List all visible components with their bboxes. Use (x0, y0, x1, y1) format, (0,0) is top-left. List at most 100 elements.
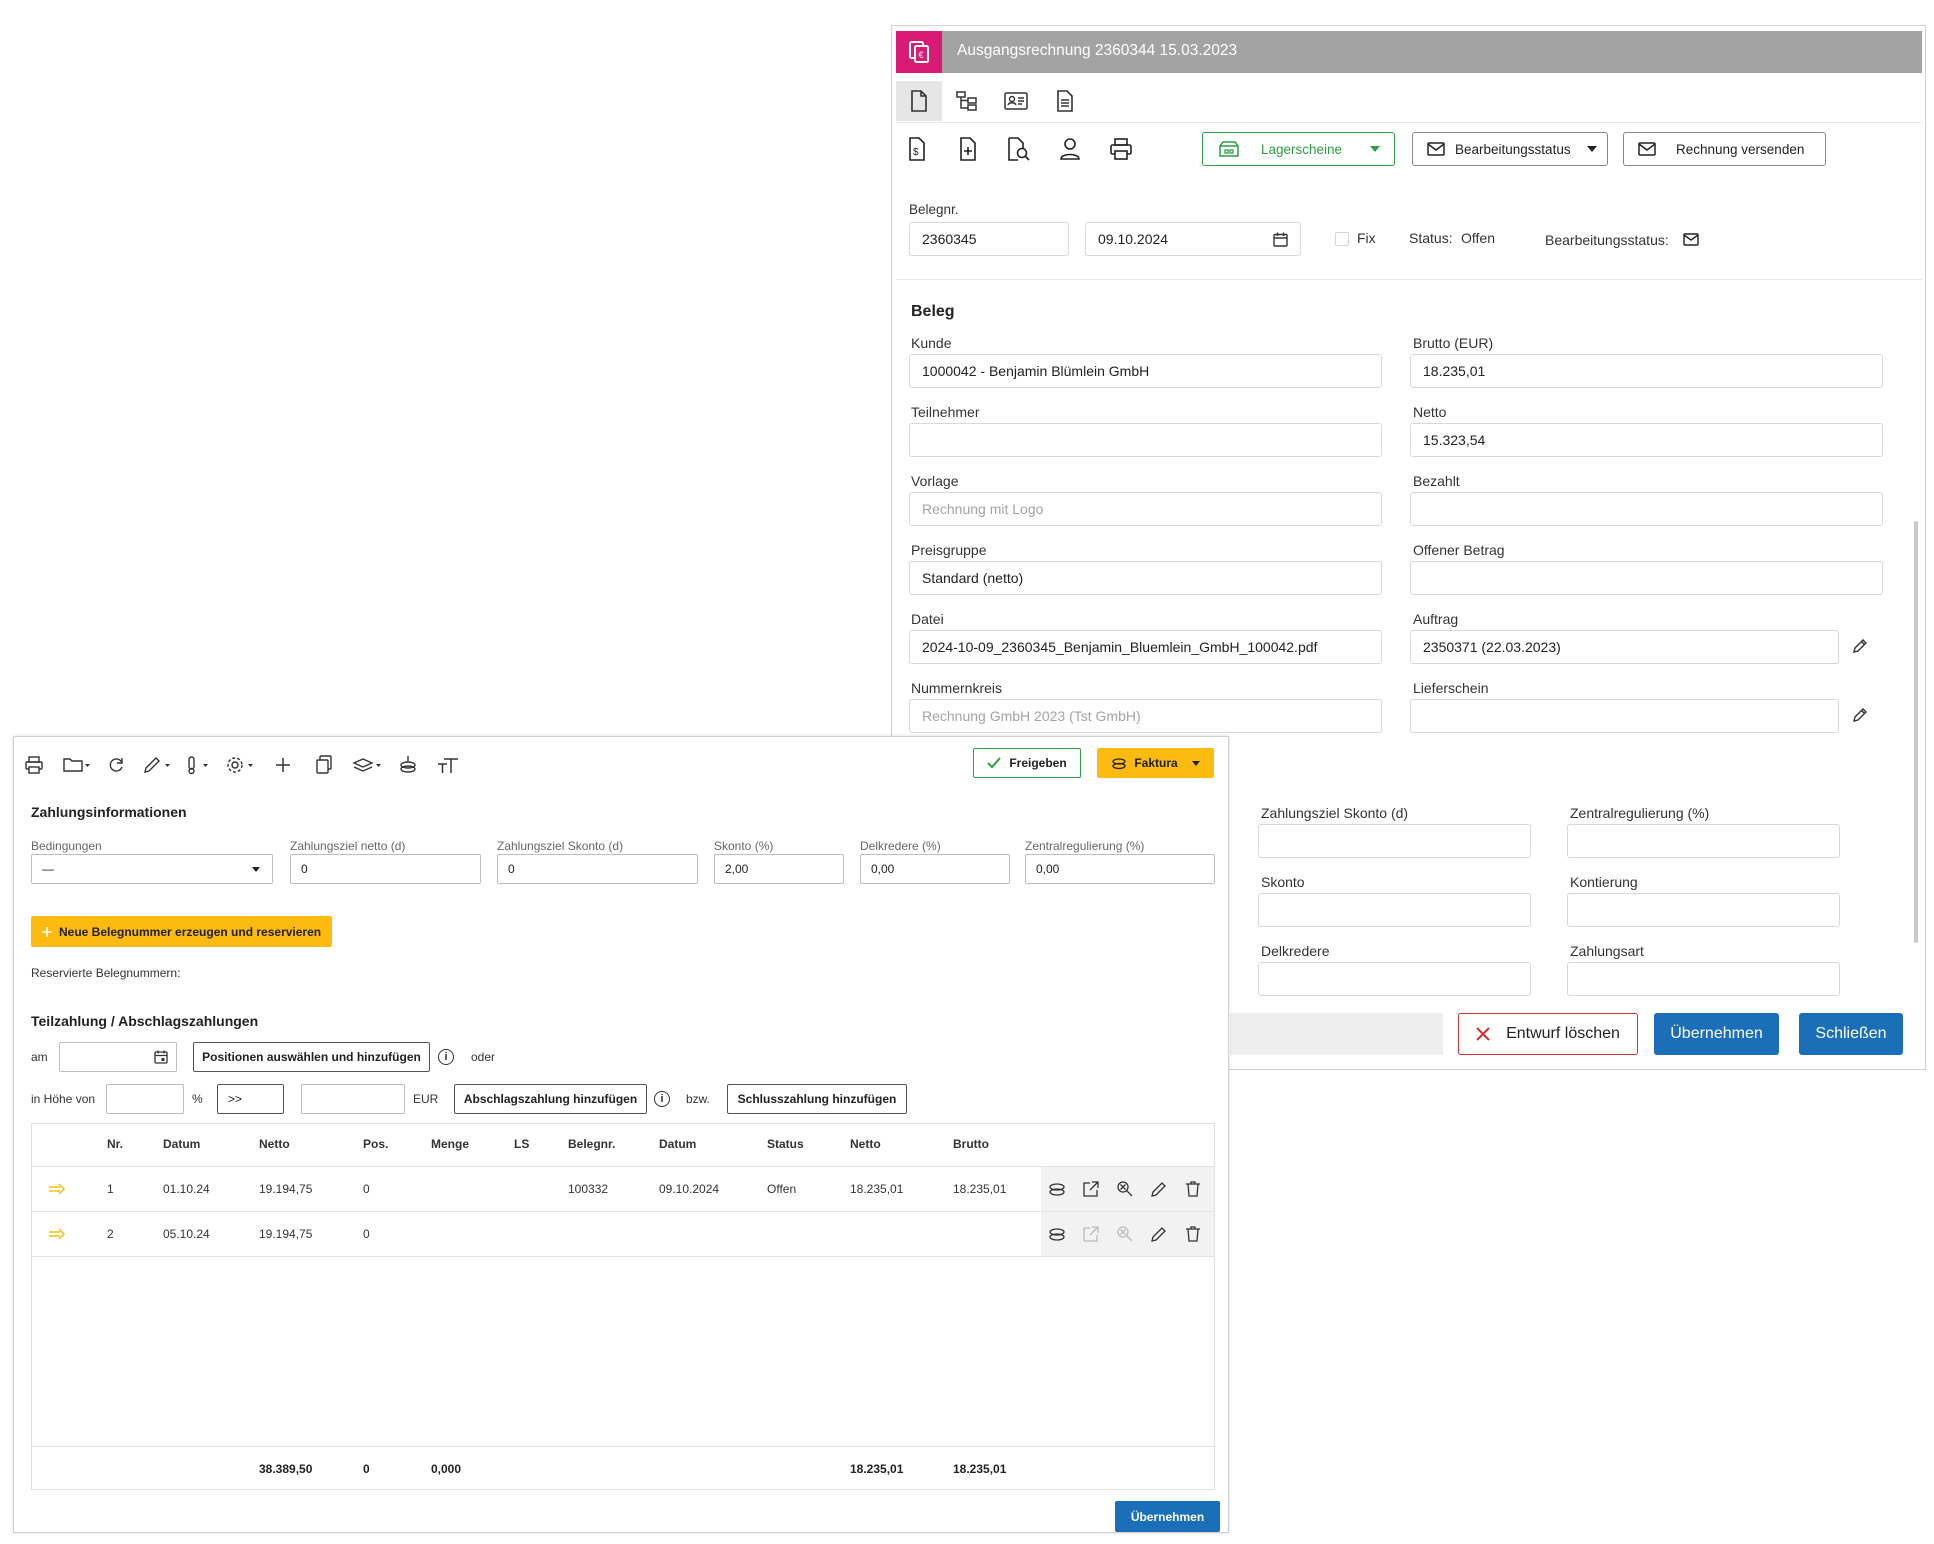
add-abschlag-button[interactable]: Abschlagszahlung hinzufügen (454, 1084, 647, 1114)
kunde-label: Kunde (911, 335, 952, 351)
transfer-button[interactable]: >> (217, 1084, 284, 1114)
tree-structure-icon (956, 91, 977, 111)
add-icon[interactable] (275, 753, 291, 777)
kunde-input[interactable]: 1000042 - Benjamin Blümlein GmbH (909, 354, 1382, 388)
date-input[interactable]: 09.10.2024 (1085, 222, 1301, 256)
new-document-icon[interactable] (953, 134, 983, 164)
coins-icon[interactable] (1048, 1180, 1066, 1198)
select-positions-button[interactable]: Positionen auswählen und hinzufügen (193, 1042, 430, 1072)
percent-input[interactable] (106, 1084, 184, 1114)
datei-input[interactable]: 2024-10-09_2360345_Benjamin_Bluemlein_Gm… (909, 630, 1382, 664)
scrollbar-thumb[interactable] (1914, 521, 1918, 943)
pencil-icon[interactable] (1852, 707, 1868, 723)
skonto-input[interactable] (1258, 893, 1531, 927)
zahlungsziel-skonto-input[interactable] (1258, 824, 1531, 858)
zentralregulierung-pct-input[interactable]: 0,00 (1025, 854, 1215, 884)
info-icon[interactable]: i (438, 1049, 454, 1065)
table-row[interactable]: 1 01.10.24 19.194,75 0 100332 09.10.2024… (32, 1166, 1214, 1211)
zentralregulierung-input[interactable] (1567, 824, 1840, 858)
copy-icon[interactable] (315, 753, 333, 777)
search-remove-icon[interactable] (1116, 1180, 1134, 1198)
send-invoice-button[interactable]: Rechnung versenden (1623, 132, 1826, 166)
bezahlt-input[interactable] (1410, 492, 1883, 526)
bedingungen-select[interactable]: — (31, 854, 273, 884)
bedingungen-value: — (42, 862, 54, 876)
kontierung-input[interactable] (1567, 893, 1840, 927)
brutto-input[interactable]: 18.235,01 (1410, 354, 1883, 388)
external-link-icon (1083, 1226, 1099, 1242)
apply-button[interactable]: Übernehmen (1654, 1013, 1779, 1055)
lagerscheine-button[interactable]: Lagerscheine (1202, 132, 1395, 166)
folder-icon[interactable] (62, 753, 90, 777)
info-icon[interactable]: i (654, 1091, 670, 1107)
zahlungsziel-skonto-label: Zahlungsziel Skonto (d) (1261, 805, 1409, 821)
invoice-dollar-icon[interactable]: $ (902, 134, 932, 164)
zahlungsart-input[interactable] (1567, 962, 1840, 996)
delete-draft-button[interactable]: Entwurf löschen (1458, 1013, 1638, 1055)
tab-document[interactable] (896, 81, 942, 121)
add-schluss-button[interactable]: Schlusszahlung hinzufügen (727, 1084, 907, 1114)
bearbeitungsstatus-button[interactable]: Bearbeitungsstatus (1412, 132, 1608, 166)
trash-icon[interactable] (1184, 1225, 1202, 1243)
bearbeitungsstatus-label: Bearbeitungsstatus (1455, 141, 1571, 157)
kontierung-label: Kontierung (1570, 874, 1638, 890)
zahlungsziel-netto-input[interactable]: 0 (290, 854, 481, 884)
vorlage-input[interactable]: Rechnung mit Logo (909, 492, 1382, 526)
send-invoice-label: Rechnung versenden (1676, 141, 1805, 157)
document-search-icon[interactable] (1004, 134, 1034, 164)
close-button[interactable]: Schließen (1799, 1013, 1903, 1055)
payment-window: Freigeben Faktura Zahlungsinformationen … (13, 736, 1229, 1533)
printer-icon[interactable] (1106, 134, 1136, 164)
coins-icon[interactable] (398, 753, 418, 777)
belegnr-input[interactable]: 2360345 (909, 222, 1069, 256)
tab-contact[interactable] (993, 81, 1039, 121)
lieferschein-input[interactable] (1410, 699, 1839, 733)
am-date-input[interactable] (59, 1042, 177, 1072)
table-row[interactable]: 2 05.10.24 19.194,75 0 (32, 1211, 1214, 1256)
tab-structure[interactable] (944, 81, 990, 121)
eur-input[interactable] (301, 1084, 405, 1114)
print-icon[interactable] (24, 753, 44, 777)
total-pos: 0 (363, 1462, 370, 1476)
layers-icon[interactable] (352, 753, 382, 777)
envelope-icon (1638, 142, 1656, 156)
trash-icon[interactable] (1184, 1180, 1202, 1198)
refresh-icon[interactable] (106, 753, 126, 777)
cell-netto2: 18.235,01 (850, 1182, 904, 1196)
pencil-icon[interactable] (1150, 1225, 1168, 1243)
col-status: Status (767, 1137, 804, 1151)
zahlungsziel-netto-label: Zahlungsziel netto (d) (290, 839, 406, 853)
delkredere-input[interactable] (1258, 962, 1531, 996)
oder-label: oder (471, 1050, 496, 1064)
faktura-button[interactable]: Faktura (1097, 748, 1214, 778)
text-size-icon[interactable] (436, 753, 460, 777)
skonto-pct-input[interactable]: 2,00 (714, 854, 844, 884)
text-document-icon (1057, 90, 1073, 112)
edit-menu-icon[interactable] (142, 753, 170, 777)
coins-icon[interactable] (1048, 1225, 1066, 1243)
auftrag-input[interactable]: 2350371 (22.03.2023) (1410, 630, 1839, 664)
external-link-icon[interactable] (1082, 1180, 1100, 1198)
tab-text[interactable] (1042, 81, 1088, 121)
delkredere-pct-input[interactable]: 0,00 (860, 854, 1010, 884)
teilnehmer-input[interactable] (909, 423, 1382, 457)
nummernkreis-input[interactable]: Rechnung GmbH 2023 (Tst GmbH) (909, 699, 1382, 733)
offener-betrag-input[interactable] (1410, 561, 1883, 595)
freigeben-button[interactable]: Freigeben (973, 748, 1081, 778)
netto-input[interactable]: 15.323,54 (1410, 423, 1883, 457)
zahlungsziel-skonto-input[interactable]: 0 (497, 854, 698, 884)
zahlungsziel-skonto-label: Zahlungsziel Skonto (d) (497, 839, 624, 853)
pencil-icon[interactable] (1852, 638, 1868, 654)
thermometer-icon[interactable] (185, 753, 209, 777)
delete-draft-label: Entwurf löschen (1506, 1025, 1620, 1042)
settings-icon[interactable] (226, 753, 254, 777)
check-icon (987, 757, 1002, 769)
pencil-icon[interactable] (1150, 1180, 1168, 1198)
apply-button[interactable]: Übernehmen (1115, 1501, 1220, 1532)
user-icon[interactable] (1055, 134, 1085, 164)
bezahlt-label: Bezahlt (1413, 473, 1460, 489)
preisgruppe-input[interactable]: Standard (netto) (909, 561, 1382, 595)
col-netto2: Netto (850, 1137, 881, 1151)
new-number-button[interactable]: Neue Belegnummer erzeugen und reserviere… (31, 916, 332, 947)
fix-checkbox[interactable] (1335, 232, 1349, 246)
